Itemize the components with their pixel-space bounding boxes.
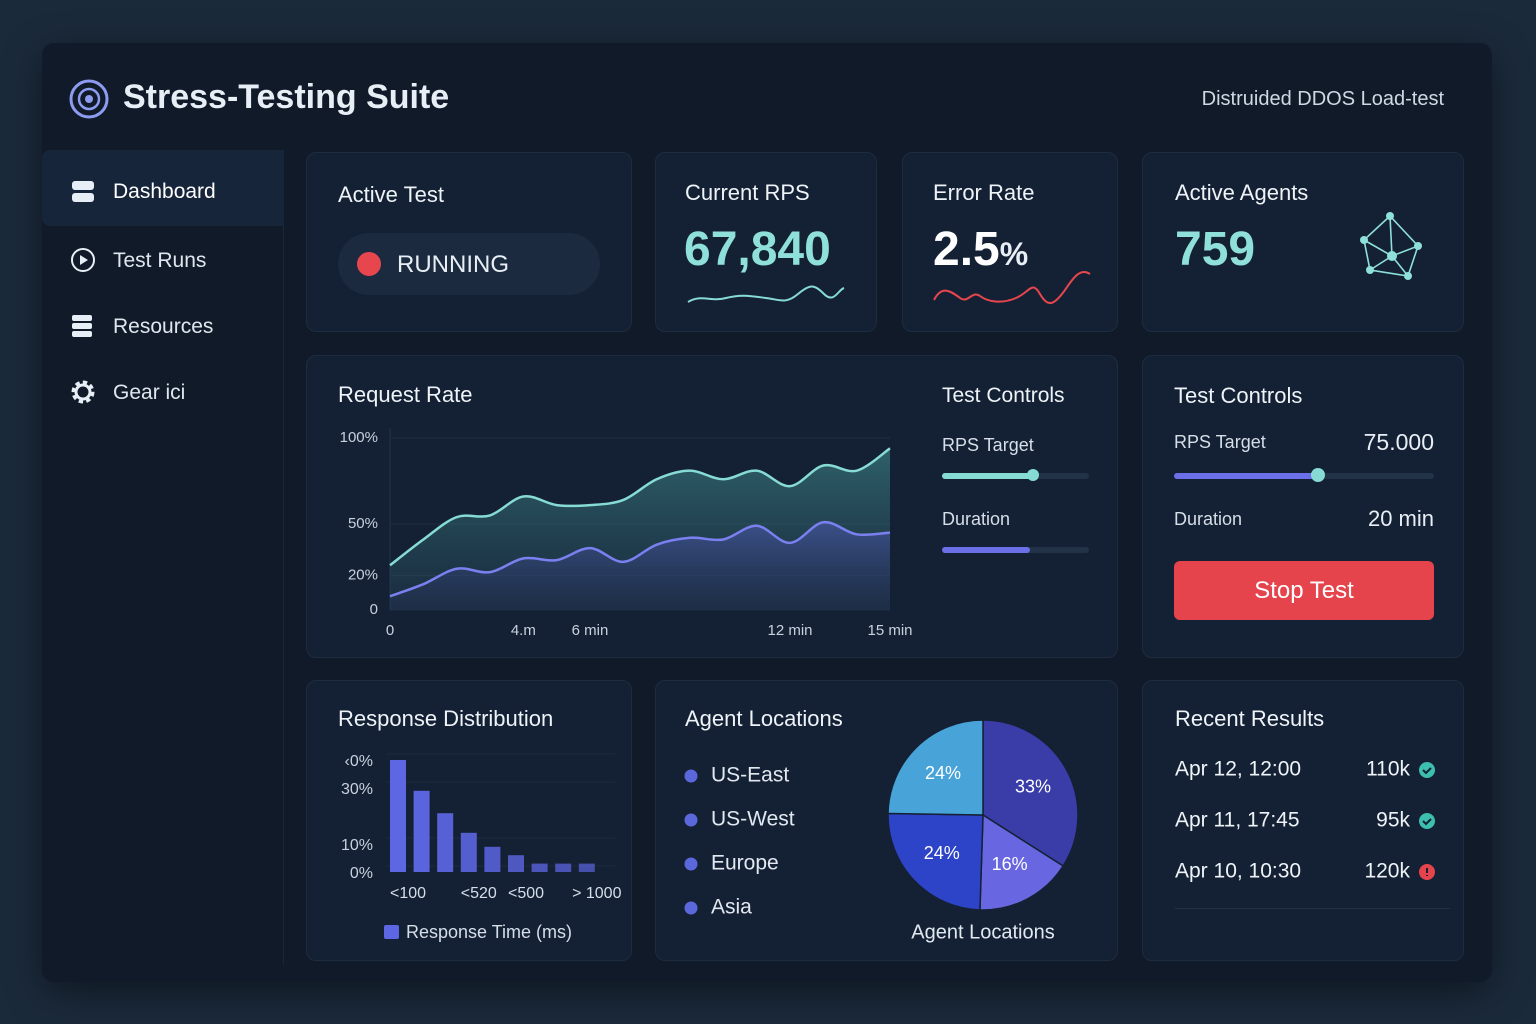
logo (69, 79, 109, 119)
divider (1175, 908, 1450, 909)
slider-knob[interactable] (1311, 468, 1325, 482)
nav-icon (72, 181, 94, 202)
card (1142, 680, 1464, 961)
status-pill (338, 233, 600, 295)
app-title: Stress-Testing Suite (123, 78, 450, 116)
slider-track[interactable] (942, 547, 1089, 553)
slider-track[interactable] (1174, 473, 1434, 479)
nav-item[interactable]: Dashboard (113, 180, 216, 203)
card-title: Active Agents (1175, 180, 1309, 205)
sparkline (933, 271, 1091, 304)
network-icon (1360, 212, 1422, 280)
slider-fill (942, 547, 1031, 553)
control-label: RPS Target (1174, 432, 1266, 452)
panel-title: Test Controls (942, 384, 1065, 407)
stop-button[interactable]: Stop Test (1174, 561, 1434, 620)
nav-item[interactable]: Resources (113, 315, 214, 338)
card-title: Error Rate (933, 180, 1035, 205)
kpi: 2.5% (933, 222, 1028, 277)
kpi-value: 67,840 (684, 223, 831, 276)
nav-icon (72, 315, 92, 337)
slider-label: Duration (942, 509, 1011, 529)
card-title: Active Test (338, 182, 444, 207)
nav-icon (71, 248, 95, 272)
card-title: Recent Results (1175, 706, 1325, 731)
kpi-value: 2.5 (933, 223, 1000, 276)
slider-fill (942, 473, 1034, 479)
nav-item[interactable]: Gear ici (113, 381, 186, 404)
slider-label: RPS Target (942, 435, 1034, 455)
nav-icon (71, 380, 95, 404)
slider-knob[interactable] (1027, 469, 1040, 481)
app-subtitle: Distruided DDOS Load-test (1201, 88, 1444, 110)
sparkline (687, 285, 845, 303)
chart-title: Request Rate (338, 382, 473, 407)
control-label: Duration (1174, 509, 1243, 529)
control-value: 75.000 (1363, 429, 1434, 455)
nav-item[interactable]: Test Runs (113, 249, 207, 272)
panel-title: Test Controls (1174, 383, 1303, 408)
chart-title: Agent Locations (685, 706, 843, 731)
control-value: 20 min (1367, 506, 1434, 531)
card (902, 152, 1118, 332)
slider-track[interactable] (942, 473, 1089, 479)
slider-fill (1174, 473, 1317, 479)
sidebar (42, 150, 284, 965)
kpi-unit: % (999, 236, 1029, 272)
card (306, 680, 632, 961)
card (655, 152, 877, 332)
kpi-value: 759 (1175, 223, 1256, 276)
card-title: Current RPS (685, 180, 810, 205)
chart-title: Response Distribution (338, 706, 554, 731)
status-dot (357, 252, 381, 276)
card (1142, 152, 1464, 332)
status-text: RUNNING (397, 251, 509, 278)
